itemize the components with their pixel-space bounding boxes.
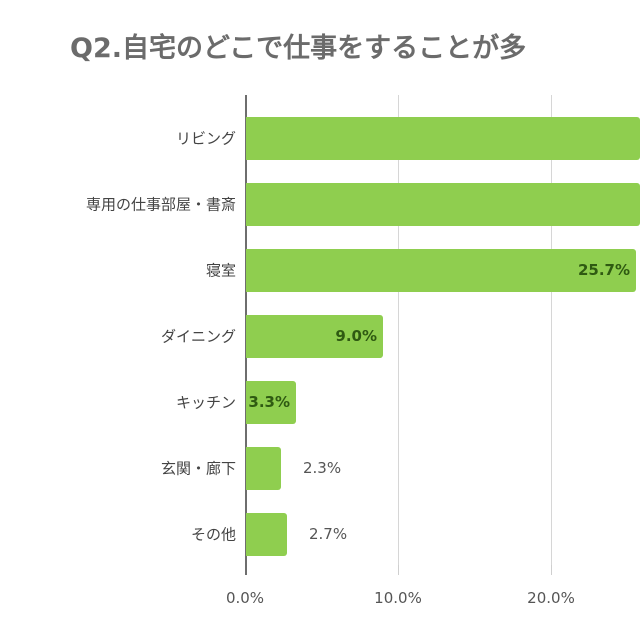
bar (246, 183, 640, 226)
x-tick-label: 20.0% (527, 589, 575, 607)
x-tick-label: 0.0% (225, 589, 265, 607)
tick-mark (245, 565, 247, 575)
category-label: その他 (190, 525, 236, 544)
category-label: 専用の仕事部屋・書斎 (85, 195, 236, 214)
category-label: リビング (175, 129, 236, 148)
bar (246, 381, 296, 424)
value-label: 2.3% (303, 459, 342, 477)
bar (246, 447, 281, 490)
chart-title: Q2.自宅のどこで仕事をすることが多 (70, 33, 527, 64)
value-label: 9.0% (335, 327, 377, 345)
tick-mark (551, 565, 552, 575)
bar (246, 249, 636, 292)
category-label: 寝室 (205, 261, 236, 280)
tick-mark (398, 565, 399, 575)
value-label: 25.7% (577, 261, 630, 279)
bar (246, 513, 287, 556)
category-label: ダイニング (160, 327, 236, 346)
gridline (398, 95, 399, 572)
category-label: キッチン (175, 393, 236, 412)
category-label: 玄関・廊下 (160, 459, 236, 478)
bar (246, 315, 383, 358)
x-tick-label: 10.0% (374, 589, 422, 607)
bar (246, 117, 640, 160)
gridline (551, 95, 552, 572)
value-label: 3.3% (248, 393, 290, 411)
value-label: 2.7% (309, 525, 348, 543)
